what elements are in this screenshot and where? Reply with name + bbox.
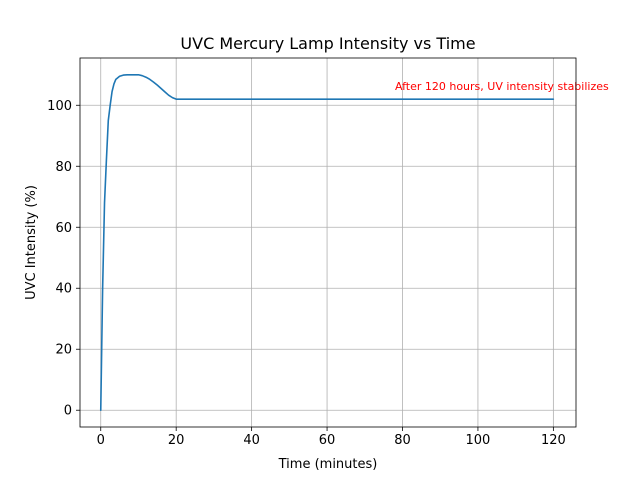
y-tick-label: 40 [55,282,72,297]
axes-frame [79,57,577,428]
y-tick-label: 20 [55,343,72,358]
y-axis: 0 20 40 60 80 100 [47,99,80,419]
annotation-text: After 120 hours, UV intensity stabilizes [395,80,609,93]
y-tick-label: 80 [55,160,72,175]
y-tick-label: 0 [64,404,72,419]
annotation-layer: After 120 hours, UV intensity stabilizes [395,80,609,93]
x-axis: 0 20 40 60 80 100 120 [97,427,566,448]
series-layer [99,73,555,412]
x-tick-label: 0 [97,433,105,448]
y-axis-label: UVC Intensity (%) [24,185,39,300]
y-tick-label: 100 [47,99,72,114]
x-tick-label: 80 [394,433,411,448]
chart-title: UVC Mercury Lamp Intensity vs Time [180,34,475,53]
x-tick-label: 120 [541,433,566,448]
x-tick-label: 20 [168,433,185,448]
plot-area: After 120 hours, UV intensity stabilizes [79,57,609,428]
x-axis-label: Time (minutes) [278,457,378,472]
x-tick-label: 100 [466,433,491,448]
series-line [99,73,555,412]
x-tick-label: 60 [319,433,336,448]
grid-lines [80,58,576,427]
y-tick-label: 60 [55,221,72,236]
x-tick-label: 40 [243,433,260,448]
